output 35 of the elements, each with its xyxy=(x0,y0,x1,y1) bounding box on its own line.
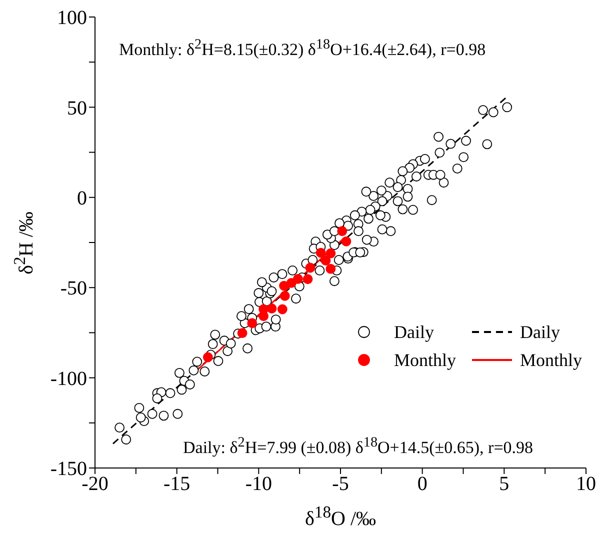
x-tick-label: -5 xyxy=(332,473,349,496)
x-tick-label: 10 xyxy=(576,473,596,496)
y-tick-label: 50 xyxy=(67,97,87,120)
x-tick-label: 0 xyxy=(417,473,428,496)
point xyxy=(326,264,336,274)
y-tick-label: -50 xyxy=(60,278,87,300)
point xyxy=(326,248,336,258)
point xyxy=(292,274,303,284)
legend-label: Monthly xyxy=(394,350,456,370)
point xyxy=(237,328,248,338)
point xyxy=(320,256,331,266)
point xyxy=(277,304,288,314)
point xyxy=(247,318,258,328)
point xyxy=(341,236,352,246)
point xyxy=(316,248,326,258)
point xyxy=(258,311,269,322)
annotation: Daily: δ$^{2}$H=7.99 (±0.08) δ$^{18}$O+14.5(±0.65), r=0.98 xyxy=(183,434,534,457)
point xyxy=(202,352,213,362)
legend-label: Daily xyxy=(520,322,560,342)
y-tick-label: -150 xyxy=(50,458,87,480)
point xyxy=(337,226,348,236)
y-tick-label: 100 xyxy=(57,7,87,30)
point xyxy=(266,304,277,314)
point xyxy=(305,262,316,273)
point xyxy=(302,274,313,284)
point xyxy=(280,290,290,301)
legend-label: Daily xyxy=(394,322,434,342)
x-axis-title: δ$^{18}$O /‰ xyxy=(304,502,376,530)
x-tick-label: -10 xyxy=(245,473,272,496)
y-tick-label: -100 xyxy=(50,368,87,390)
x-tick-label: -15 xyxy=(163,473,190,496)
annotation: Monthly: δ$^{2}$H=8.15(±0.32) δ$^{18}$O+16.4(±2.64), r=0.98 xyxy=(119,36,486,59)
x-tick-label: 5 xyxy=(499,473,510,496)
legend-label: Monthly xyxy=(520,350,582,370)
y-tick-label: 0 xyxy=(77,188,87,210)
